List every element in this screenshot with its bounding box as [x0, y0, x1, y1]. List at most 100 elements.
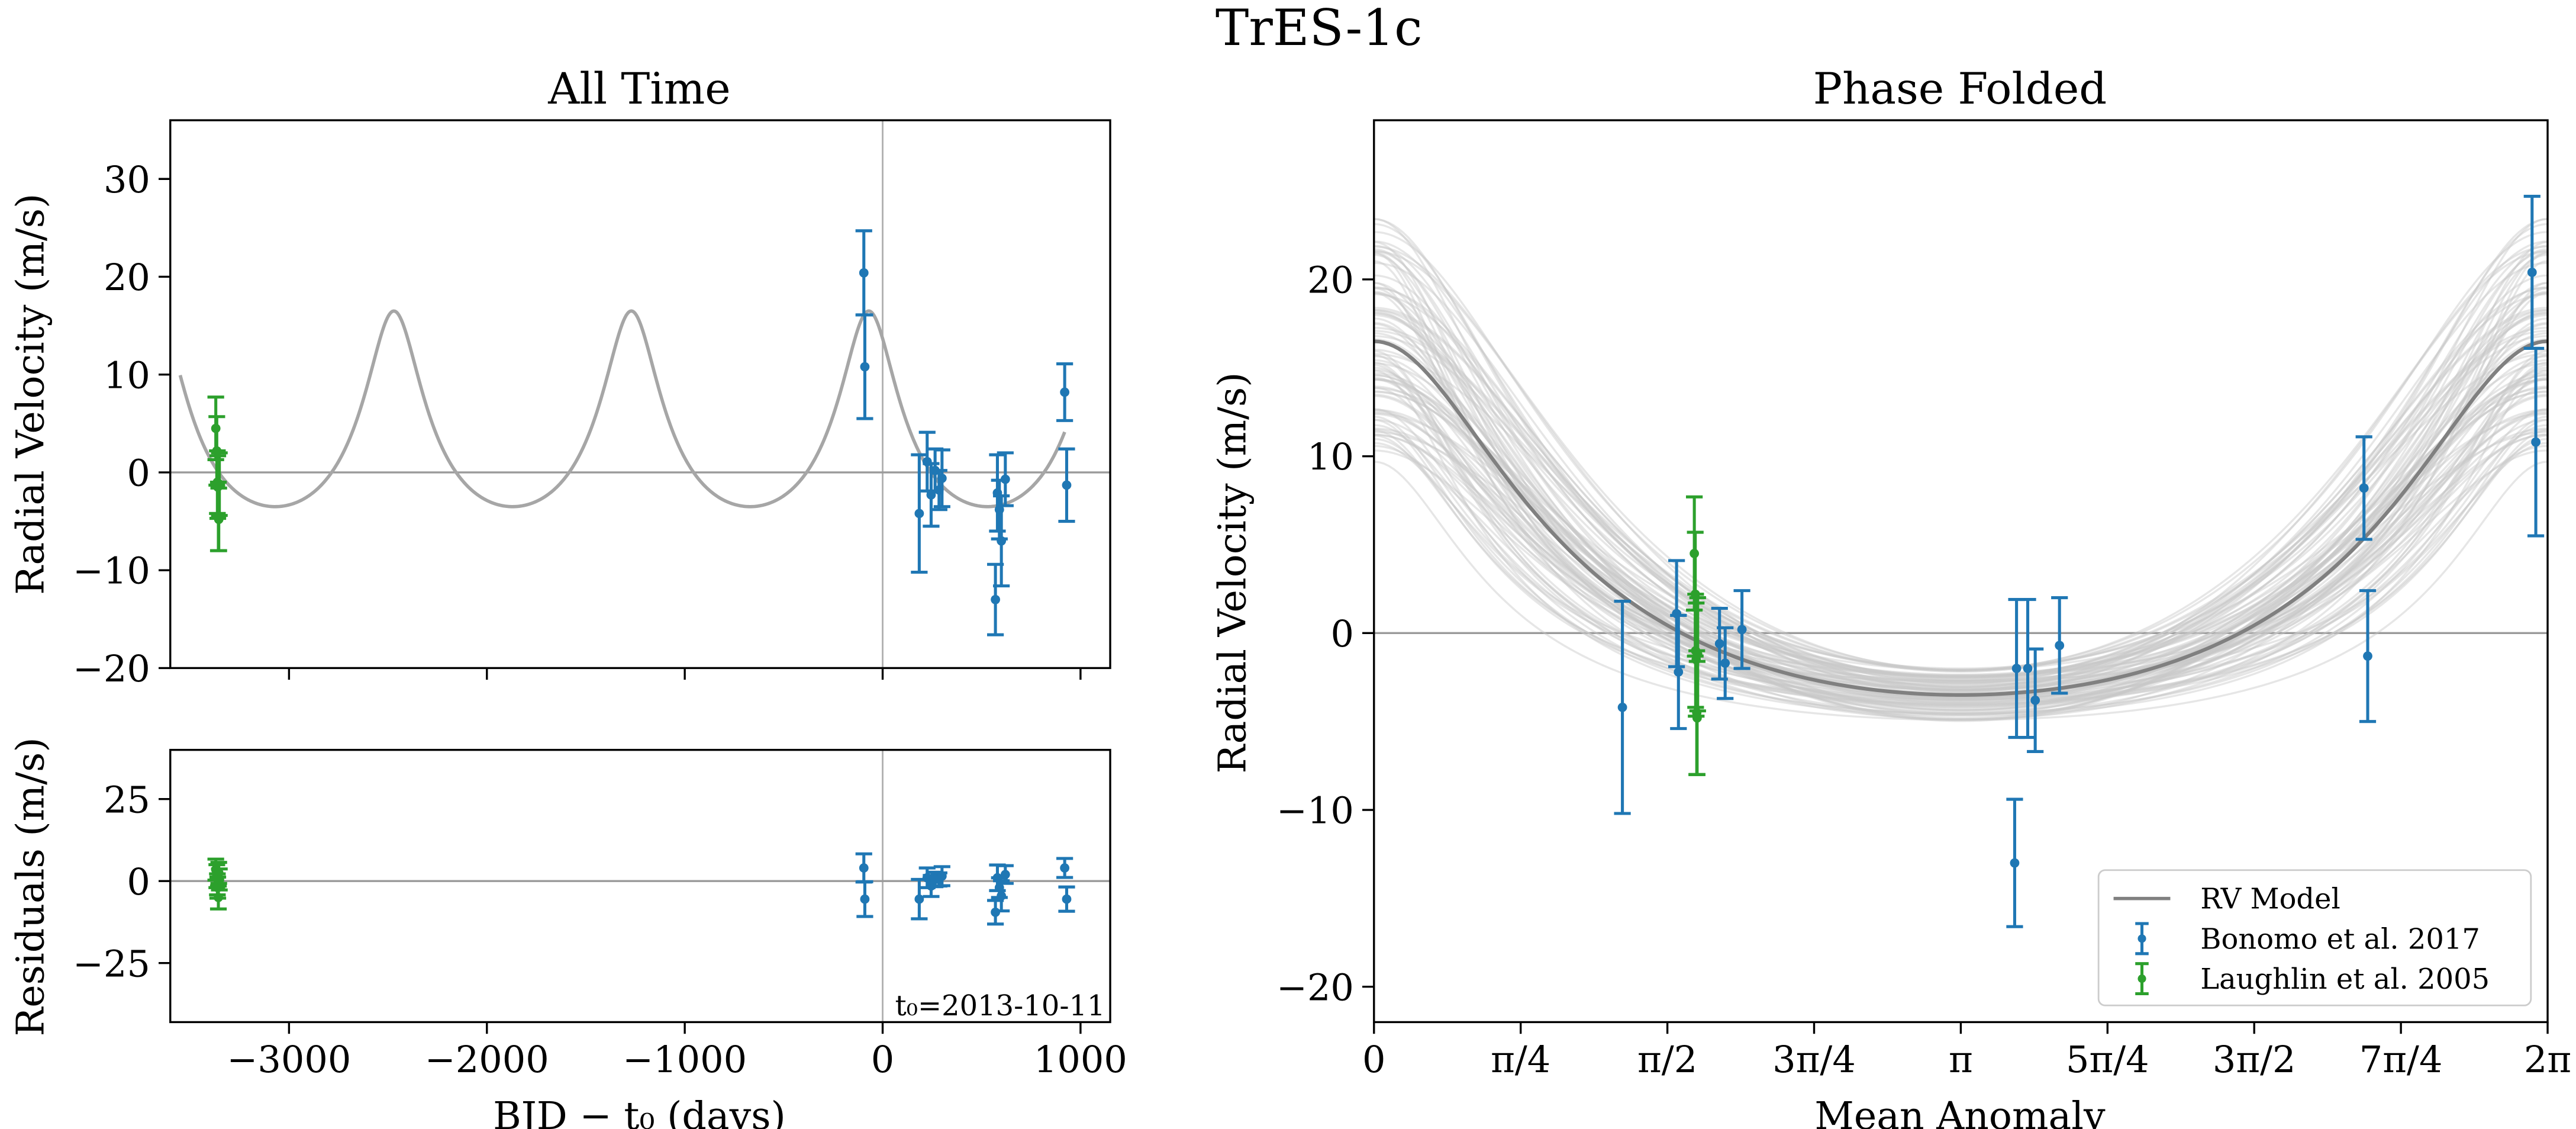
phase-folded-frame	[1373, 119, 2549, 1024]
all_time-ytick-label: 30	[104, 158, 150, 201]
posterior-draw-curve	[1374, 338, 2548, 684]
phase_folded-xtick-label: π/4	[1491, 1038, 1550, 1081]
posterior-draw-curve	[1374, 433, 2548, 689]
bonomo-et-al-2017-point	[1000, 474, 1010, 484]
phase-folded-panel: Phase Folded Radial Velocity (m/s) Mean …	[1211, 64, 2572, 1129]
residuals-ylabel: Residuals (m/s)	[8, 737, 53, 1036]
bonomo-et-al-2017-point	[1720, 658, 1730, 668]
legend-laughlin-swatch	[2135, 962, 2149, 996]
posterior-draw-curve	[1374, 353, 2548, 673]
residuals-xtick-label: −3000	[227, 1038, 351, 1081]
posterior-draw-curve	[1374, 262, 2548, 688]
posterior-draw-curve	[1374, 416, 2548, 683]
bonomo-et-al-2017-point	[860, 362, 870, 372]
all-time-ylabel: Radial Velocity (m/s)	[8, 194, 53, 595]
posterior-draw-curve	[1374, 327, 2548, 673]
posterior-draw-curve	[1374, 250, 2548, 691]
posterior-draw-curve	[1374, 245, 2548, 682]
posterior-draw-curve	[1374, 354, 2548, 701]
posterior-draw-curve	[1374, 424, 2548, 707]
posterior-draw-curve	[1374, 218, 2548, 678]
posterior-draw-curve	[1374, 252, 2548, 690]
posterior-draw-curve	[1374, 438, 2548, 715]
bonomo-et-al-2017-point	[2531, 437, 2540, 447]
posterior-draw-curve	[1374, 251, 2548, 677]
posterior-draw-curve	[1374, 387, 2548, 686]
bonomo-et-al-2017-point	[860, 894, 870, 904]
posterior-draw-curve	[1374, 412, 2548, 680]
posterior-draw-curve	[1374, 323, 2548, 690]
posterior-draw-curve	[1374, 240, 2548, 693]
posterior-draw-curve	[1374, 317, 2548, 721]
all_time-ytick-label: 0	[127, 452, 150, 495]
posterior-draw-curve	[1374, 391, 2548, 670]
posterior-draw-curve	[1374, 377, 2548, 677]
posterior-draw-curve	[1374, 293, 2548, 681]
posterior-draw-curve	[1374, 223, 2548, 682]
bonomo-et-al-2017-point	[1060, 863, 1070, 873]
phase_folded-ytick-label: 10	[1307, 435, 1354, 478]
posterior-draw-curve	[1374, 248, 2548, 691]
all-time-title: All Time	[547, 64, 730, 114]
posterior-draw-curve	[1374, 387, 2548, 702]
posterior-draw-curve	[1374, 429, 2548, 705]
phase-folded-title: Phase Folded	[1813, 64, 2107, 114]
posterior-draw-curve	[1374, 250, 2548, 692]
bonomo-et-al-2017-point	[2055, 641, 2065, 651]
posterior-draw-curve	[1374, 390, 2548, 716]
posterior-draw-curve	[1374, 378, 2548, 687]
posterior-draw-curve	[1374, 231, 2548, 671]
posterior-draw-curve	[1374, 349, 2548, 703]
posterior-draw-curve	[1374, 218, 2548, 671]
bonomo-et-al-2017-point	[991, 594, 1001, 604]
phase_folded-ytick-label: 0	[1330, 612, 1353, 655]
posterior-draw-curve	[1374, 369, 2548, 707]
posterior-draw-curve	[1374, 378, 2548, 722]
legend: RV Model Bonomo et al. 2017 Laughlin et …	[2097, 869, 2532, 1006]
bonomo-et-al-2017-point	[937, 473, 947, 483]
posterior-draw-curve	[1374, 309, 2548, 671]
bonomo-et-al-2017-point	[2011, 664, 2022, 673]
all_time-ytick-label: 10	[104, 353, 150, 397]
legend-bonomo-swatch	[2135, 922, 2149, 956]
posterior-draw-curve	[1374, 253, 2548, 714]
laughlin-et-al-2005-point	[214, 479, 224, 489]
posterior-draw-curve	[1374, 308, 2548, 691]
bonomo-et-al-2017-point	[2527, 268, 2537, 277]
phase_folded-ytick-label: −20	[1276, 966, 1354, 1009]
all_time-ytick-label: 20	[104, 256, 150, 299]
posterior-draw-curve	[1374, 314, 2548, 720]
phase_folded-xtick-label: 0	[1362, 1038, 1385, 1081]
posterior-draw-curve	[1374, 292, 2548, 699]
bonomo-et-al-2017-point	[997, 891, 1007, 901]
laughlin-et-al-2005-point	[214, 893, 223, 902]
posterior-draw-curve	[1374, 372, 2548, 705]
all_time-ytick-label: −20	[73, 647, 150, 690]
laughlin-et-al-2005-point	[214, 874, 224, 884]
residuals-frame	[169, 748, 1111, 1024]
posterior-draw-curve	[1374, 364, 2548, 708]
bonomo-et-al-2017-point	[1060, 387, 1070, 397]
posterior-draw-curve	[1374, 287, 2548, 680]
posterior-draw-curve	[1374, 312, 2548, 719]
posterior-draw-curve	[1374, 378, 2548, 721]
posterior-draw-curve	[1374, 413, 2548, 712]
posterior-draw-curve	[1374, 355, 2548, 699]
bonomo-et-al-2017-point	[937, 871, 947, 881]
legend-laughlin-label: Laughlin et al. 2005	[2200, 963, 2490, 996]
posterior-draw-curve	[1374, 419, 2548, 703]
phase-folded-xlabel: Mean Anomaly	[1814, 1094, 2106, 1129]
posterior-draw-curve	[1374, 310, 2548, 679]
bonomo-et-al-2017-point	[1674, 667, 1684, 677]
bonomo-et-al-2017-point	[914, 509, 924, 519]
figure-suptitle: TrES-1c	[1216, 0, 1423, 57]
bonomo-et-al-2017-point	[1737, 625, 1747, 635]
legend-bonomo-label: Bonomo et al. 2017	[2200, 922, 2480, 956]
residuals-xtick-label: −1000	[623, 1038, 747, 1081]
posterior-draw-curve	[1374, 378, 2548, 678]
posterior-draw-curve	[1374, 366, 2548, 704]
posterior-draw-curve	[1374, 274, 2548, 689]
all_time-ytick-label: −10	[73, 549, 150, 593]
bonomo-et-al-2017-point	[2359, 483, 2369, 493]
posterior-draw-curve	[1374, 245, 2548, 672]
